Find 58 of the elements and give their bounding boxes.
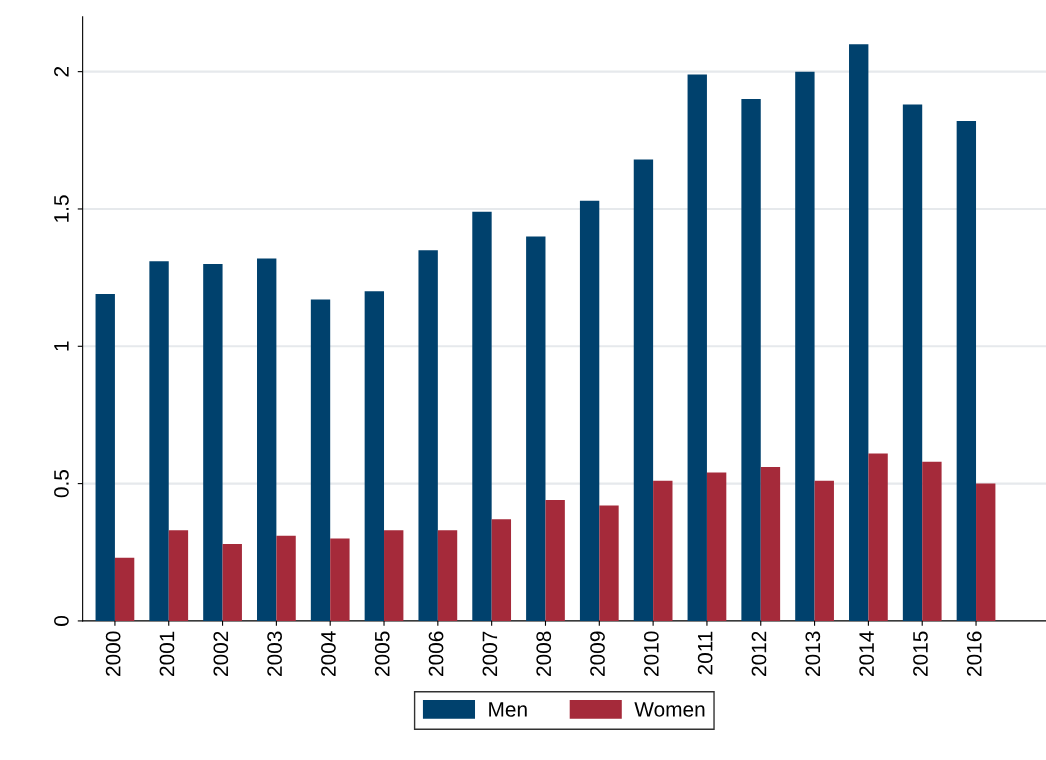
bar [330,538,350,621]
bar [868,453,888,621]
x-tick-label: 2002 [213,631,229,676]
bar [706,472,727,621]
bar [364,291,385,621]
bar [168,530,189,621]
bar [114,557,135,621]
x-tick-label: 2013 [805,631,821,676]
bar [922,461,942,621]
bar [741,99,761,621]
bar [418,250,438,621]
x-tick-label: 2011 [697,631,713,675]
legend-label: Men [489,702,527,717]
x-tick-label: 2005 [374,631,390,676]
x-tick-label: 2007 [482,631,498,676]
x-tick-label: 2016 [966,631,982,676]
x-tick-label: 2014 [859,631,874,676]
x-tick-label: 2003 [267,631,282,676]
bar [257,258,277,621]
y-tick-label: 0 [54,615,69,626]
x-tick-label: 2006 [428,631,444,676]
bar [526,236,546,621]
x-tick-label: 2010 [643,631,659,676]
bar [276,535,296,621]
bar [976,483,996,621]
x-tick-label: 2004 [321,631,336,676]
x-tick-label: 2000 [105,631,121,676]
bar [633,159,654,621]
bar [956,121,977,621]
bar [310,299,331,621]
bar [149,261,169,621]
bar [849,44,869,621]
y-tick-label: 1 [54,341,69,351]
bar [687,74,707,621]
x-tick-label: 2008 [536,631,552,676]
bar [760,467,781,621]
bar [491,519,512,621]
bar [653,480,673,621]
bar [902,104,923,621]
bar [203,263,223,621]
x-tick-label: 2001 [159,631,175,676]
bar [437,530,458,621]
x-tick-label: 2012 [751,631,767,676]
bar [222,544,242,621]
legend-label: Women [634,702,705,717]
y-tick-label: 0.5 [54,469,69,498]
y-tick-label: 1.5 [54,195,69,222]
bar [814,480,834,621]
bar [472,211,492,621]
bar [579,200,600,621]
bar [384,530,404,621]
bar [599,505,619,621]
bar [95,294,115,621]
x-tick-label: 2015 [913,631,928,676]
bar [795,71,815,621]
bar [545,500,565,621]
x-tick-label: 2009 [590,631,605,676]
y-tick-label: 2 [54,66,69,77]
